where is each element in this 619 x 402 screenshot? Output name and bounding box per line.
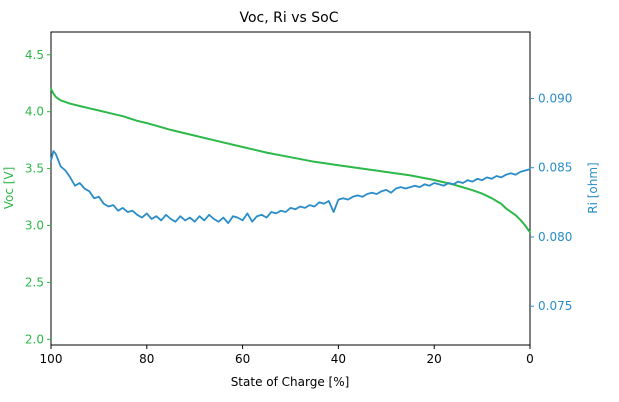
x-axis-label: State of Charge [%] [231,375,350,389]
series-line-voc [50,87,531,234]
y-right-tick-label: 0.080 [538,230,572,244]
y-left-tick-label: 2.5 [25,275,44,289]
y-left-tick-label: 4.0 [25,105,44,119]
y-left-tick-label: 3.0 [25,218,44,232]
y-left-axis-label: Voc [V] [2,167,16,210]
x-tick-label: 80 [139,352,154,366]
x-axis-ticks: 100 80 60 40 20 0 [40,345,534,366]
x-tick-label: 0 [526,352,534,366]
y-right-axis-ticks: 0.075 0.080 0.085 0.090 [530,91,572,313]
y-left-tick-label: 4.5 [25,48,44,62]
y-right-tick-label: 0.075 [538,299,572,313]
y-left-tick-label: 3.5 [25,162,44,176]
series-lines [50,87,531,234]
plot-area-frame [50,31,531,346]
x-tick-label: 40 [331,352,346,366]
x-tick-label: 60 [235,352,250,366]
x-tick-label: 20 [427,352,442,366]
x-tick-label: 100 [40,352,63,366]
y-right-tick-label: 0.085 [538,161,572,175]
chart-title: Voc, Ri vs SoC [240,10,339,26]
y-right-tick-label: 0.090 [538,91,572,105]
y-right-axis-label: Ri [ohm] [586,162,600,214]
series-line-ri [50,150,531,225]
y-left-axis-ticks: 2.0 2.5 3.0 3.5 4.0 4.5 [25,48,51,346]
y-left-tick-label: 2.0 [25,332,44,346]
